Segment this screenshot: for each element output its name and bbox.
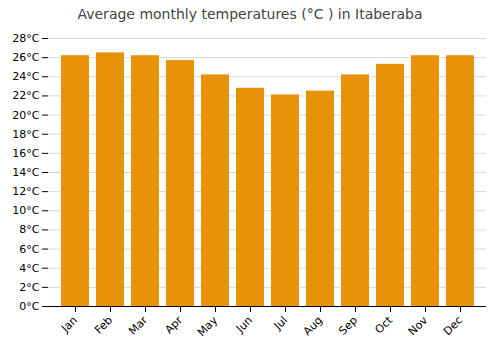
svg-text:16°C: 16°C bbox=[12, 147, 39, 160]
svg-text:Jan: Jan bbox=[58, 314, 80, 336]
svg-text:0°C: 0°C bbox=[19, 300, 39, 313]
svg-text:26°C: 26°C bbox=[12, 51, 39, 64]
svg-text:Jun: Jun bbox=[233, 314, 255, 336]
svg-text:22°C: 22°C bbox=[12, 89, 39, 102]
svg-text:Jul: Jul bbox=[271, 314, 290, 333]
svg-text:8°C: 8°C bbox=[19, 223, 39, 236]
svg-text:Nov: Nov bbox=[406, 313, 431, 338]
svg-text:Apr: Apr bbox=[162, 313, 185, 336]
svg-text:2°C: 2°C bbox=[19, 281, 39, 294]
svg-text:Feb: Feb bbox=[92, 314, 115, 337]
svg-text:4°C: 4°C bbox=[19, 262, 39, 275]
svg-text:Mar: Mar bbox=[126, 313, 150, 337]
svg-text:12°C: 12°C bbox=[12, 185, 39, 198]
svg-text:Sep: Sep bbox=[336, 314, 360, 338]
svg-text:20°C: 20°C bbox=[12, 109, 39, 122]
svg-text:28°C: 28°C bbox=[12, 32, 39, 45]
svg-text:6°C: 6°C bbox=[19, 243, 39, 256]
svg-text:18°C: 18°C bbox=[12, 128, 39, 141]
svg-text:10°C: 10°C bbox=[12, 204, 39, 217]
svg-text:24°C: 24°C bbox=[12, 70, 39, 83]
svg-text:May: May bbox=[195, 313, 221, 339]
svg-text:Oct: Oct bbox=[372, 313, 395, 336]
svg-text:14°C: 14°C bbox=[12, 166, 39, 179]
svg-text:Aug: Aug bbox=[301, 314, 325, 338]
svg-text:Dec: Dec bbox=[441, 314, 465, 338]
html-text:Average monthly temperatures (: Average monthly temperatures (°C ) in It… bbox=[77, 6, 423, 22]
